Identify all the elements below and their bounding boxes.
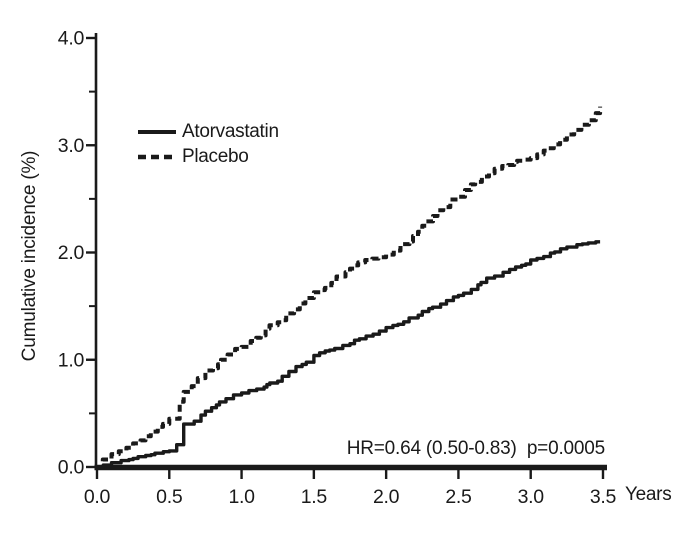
x-tick-label: 2.0 <box>373 486 400 508</box>
y-tick-label: 3.0 <box>58 135 85 157</box>
legend: Atorvastatin Placebo <box>137 120 279 168</box>
y-tick-label: 1.0 <box>58 349 85 371</box>
x-tick-label: 0.5 <box>156 486 183 508</box>
y-tick-label: 4.0 <box>58 28 85 50</box>
x-tick-label: 3.0 <box>518 486 545 508</box>
legend-label-atorvastatin: Atorvastatin <box>182 120 279 142</box>
x-tick-label: 2.5 <box>445 486 472 508</box>
curve-atorvastatin <box>97 240 601 469</box>
x-axis-unit-label: Years <box>625 484 672 505</box>
y-tick-label: 2.0 <box>58 242 85 264</box>
dashed-line-swatch-icon <box>138 154 176 159</box>
x-tick-label: 1.0 <box>228 486 255 508</box>
legend-label-placebo: Placebo <box>182 145 249 167</box>
x-tick-label: 1.5 <box>301 486 328 508</box>
legend-item-atorvastatin: Atorvastatin <box>137 120 279 143</box>
hazard-ratio-annotation: HR=0.64 (0.50-0.83) p=0.0005 <box>346 438 605 459</box>
y-tick-label: 0.0 <box>58 457 85 479</box>
legend-item-placebo: Placebo <box>137 145 279 168</box>
curve-placebo <box>97 106 603 469</box>
x-tick-label: 0.0 <box>84 486 111 508</box>
solid-line-swatch-icon <box>138 129 176 134</box>
y-axis-title: Cumulative incidence (%) <box>19 150 40 362</box>
x-tick-label: 3.5 <box>590 486 617 508</box>
